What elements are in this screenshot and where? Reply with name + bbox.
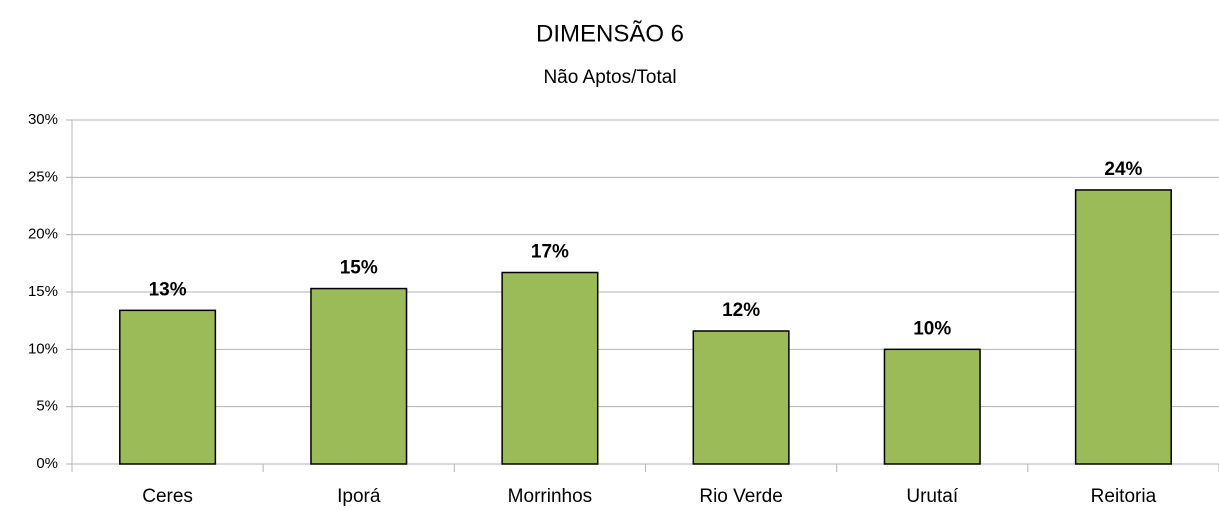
bar: [692, 330, 790, 465]
bar: [883, 348, 981, 465]
chart-title: DIMENSÃO 6: [536, 20, 684, 47]
value-label: 17%: [531, 242, 569, 263]
x-tick-label: Ceres: [142, 486, 193, 507]
x-tick-label: Reitoria: [1091, 486, 1157, 507]
y-tick-label: 10%: [28, 340, 58, 357]
y-tick-label: 20%: [28, 226, 58, 243]
value-label: 13%: [149, 279, 187, 300]
bar: [501, 271, 599, 465]
bar: [1074, 189, 1172, 465]
value-label: 10%: [913, 318, 951, 339]
x-tick-label: Rio Verde: [699, 486, 782, 507]
bar: [119, 309, 217, 465]
y-tick-label: 25%: [28, 168, 58, 185]
y-tick-label: 0%: [36, 455, 58, 472]
x-tick-label: Morrinhos: [508, 486, 592, 507]
y-tick-label: 15%: [28, 283, 58, 300]
x-tick-label: Iporá: [337, 486, 381, 507]
bar: [310, 287, 408, 465]
chart-subtitle: Não Aptos/Total: [543, 67, 676, 88]
y-tick-label: 30%: [28, 111, 58, 128]
value-label: 12%: [722, 300, 760, 321]
value-label: 15%: [340, 258, 378, 279]
y-tick-label: 5%: [36, 398, 58, 415]
value-label: 24%: [1104, 159, 1142, 180]
x-tick-label: Urutaí: [906, 486, 958, 507]
